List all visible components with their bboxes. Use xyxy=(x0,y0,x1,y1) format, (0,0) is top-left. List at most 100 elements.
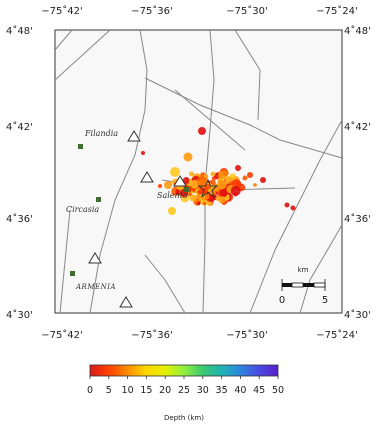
lon-tick-bottom: −75˚24' xyxy=(316,329,358,341)
epicenter xyxy=(260,177,266,183)
colorbar-tick-label: 25 xyxy=(178,385,190,396)
place-armenia: ARMENIA xyxy=(75,283,116,291)
lon-tick-top: −75˚30' xyxy=(226,5,268,17)
station-triangle xyxy=(119,296,133,308)
epicenter xyxy=(188,171,195,177)
fault-line xyxy=(144,254,186,314)
scale-segment xyxy=(303,283,314,287)
scale-segment xyxy=(313,282,326,288)
fault-line xyxy=(202,29,215,314)
epicenter xyxy=(236,181,242,187)
lat-tick-left: 4˚36' xyxy=(6,213,33,225)
colorbar-tick-label: 15 xyxy=(140,385,152,396)
station-triangle xyxy=(88,252,102,264)
epicenter xyxy=(222,170,229,177)
colorbar-tick-label: 0 xyxy=(87,385,93,396)
epicenter xyxy=(207,200,213,206)
fault-line xyxy=(299,224,343,314)
epicenter xyxy=(210,179,216,186)
fault-line xyxy=(54,29,73,51)
colorbar-tick-label: 45 xyxy=(253,385,265,396)
scale-unit: km xyxy=(298,266,309,274)
lon-tick-bottom: −75˚30' xyxy=(226,329,268,341)
mainshock-star xyxy=(197,178,219,198)
lat-tick-left: 4˚48' xyxy=(6,25,33,37)
fault-line xyxy=(59,209,71,314)
scale-label-0: 0 xyxy=(279,295,285,306)
lat-tick-right: 4˚42' xyxy=(344,121,371,133)
scale-segment xyxy=(282,283,292,287)
epicenter xyxy=(253,183,257,187)
lat-tick-right: 4˚48' xyxy=(344,25,371,37)
map-frame xyxy=(54,29,343,314)
lon-tick-bottom: −75˚42' xyxy=(41,329,83,341)
scale-segment xyxy=(291,282,304,288)
epicenter xyxy=(224,175,231,182)
town-square xyxy=(70,271,75,276)
epicenter xyxy=(190,179,199,189)
station-triangle xyxy=(127,130,141,142)
colorbar-tick-label: 30 xyxy=(197,385,209,396)
fault-line xyxy=(234,29,261,121)
epicenter xyxy=(218,196,226,204)
colorbar-label: Depth (km) xyxy=(164,414,204,422)
colorbar-tick-label: 50 xyxy=(272,385,284,396)
seismic-stations xyxy=(88,130,187,308)
station-triangle xyxy=(173,175,187,187)
epicenter xyxy=(196,201,201,206)
lat-tick-left: 4˚42' xyxy=(6,121,33,133)
lat-tick-right: 4˚36' xyxy=(344,213,371,225)
epicenter xyxy=(242,175,248,181)
lon-tick-top: −75˚24' xyxy=(316,5,358,17)
colorbar-tick-label: 5 xyxy=(106,385,112,396)
epicenter xyxy=(195,194,201,199)
colorbar-ticks: 0 5 10 15 20 25 30 35 40 45 50 xyxy=(87,376,284,396)
lat-tick-right: 4˚30' xyxy=(344,309,371,321)
town-square xyxy=(78,144,83,149)
epicenter xyxy=(141,151,145,155)
depth-colorbar xyxy=(89,364,279,377)
station-triangle xyxy=(140,171,154,183)
epicenter xyxy=(183,152,193,162)
epicenter xyxy=(247,172,253,178)
town-square xyxy=(184,187,189,192)
lon-tick-top: −75˚36' xyxy=(131,5,173,17)
epicenter xyxy=(170,167,180,177)
scale-label-5: 5 xyxy=(322,295,328,306)
epicenter xyxy=(202,201,207,206)
epicenter xyxy=(217,180,227,190)
fault-line xyxy=(249,119,343,314)
epicenter xyxy=(230,185,241,196)
epicenter xyxy=(205,194,210,200)
town-square xyxy=(96,197,101,202)
epicenter xyxy=(198,127,206,135)
epicenter xyxy=(197,179,207,189)
colorbar-tick-label: 40 xyxy=(234,385,246,396)
place-circasia: Circasia xyxy=(66,205,99,214)
epicenter xyxy=(214,186,219,192)
town-markers xyxy=(70,144,189,276)
fault-line xyxy=(89,29,148,314)
fault-line xyxy=(174,89,246,151)
epicenter xyxy=(210,171,216,177)
epicenter xyxy=(290,205,296,211)
epicenter xyxy=(158,184,162,188)
fault-line xyxy=(54,29,111,81)
scale-bar: km 0 5 xyxy=(279,266,328,306)
epicenter xyxy=(219,188,228,198)
lon-tick-bottom: −75˚36' xyxy=(131,329,173,341)
epicenter xyxy=(168,207,176,215)
colorbar-tick-label: 10 xyxy=(122,385,134,396)
lat-tick-left: 4˚30' xyxy=(6,309,33,321)
lon-tick-top: −75˚42' xyxy=(41,5,83,17)
place-salento: Salento xyxy=(157,191,188,200)
epicenter xyxy=(189,194,197,202)
colorbar-tick-label: 20 xyxy=(159,385,171,396)
epicenter xyxy=(182,177,190,184)
epicenter xyxy=(164,181,172,189)
epicenter xyxy=(235,165,241,171)
place-filandia: Filandia xyxy=(84,129,118,138)
colorbar-tick-label: 35 xyxy=(216,385,228,396)
faults xyxy=(54,29,343,314)
